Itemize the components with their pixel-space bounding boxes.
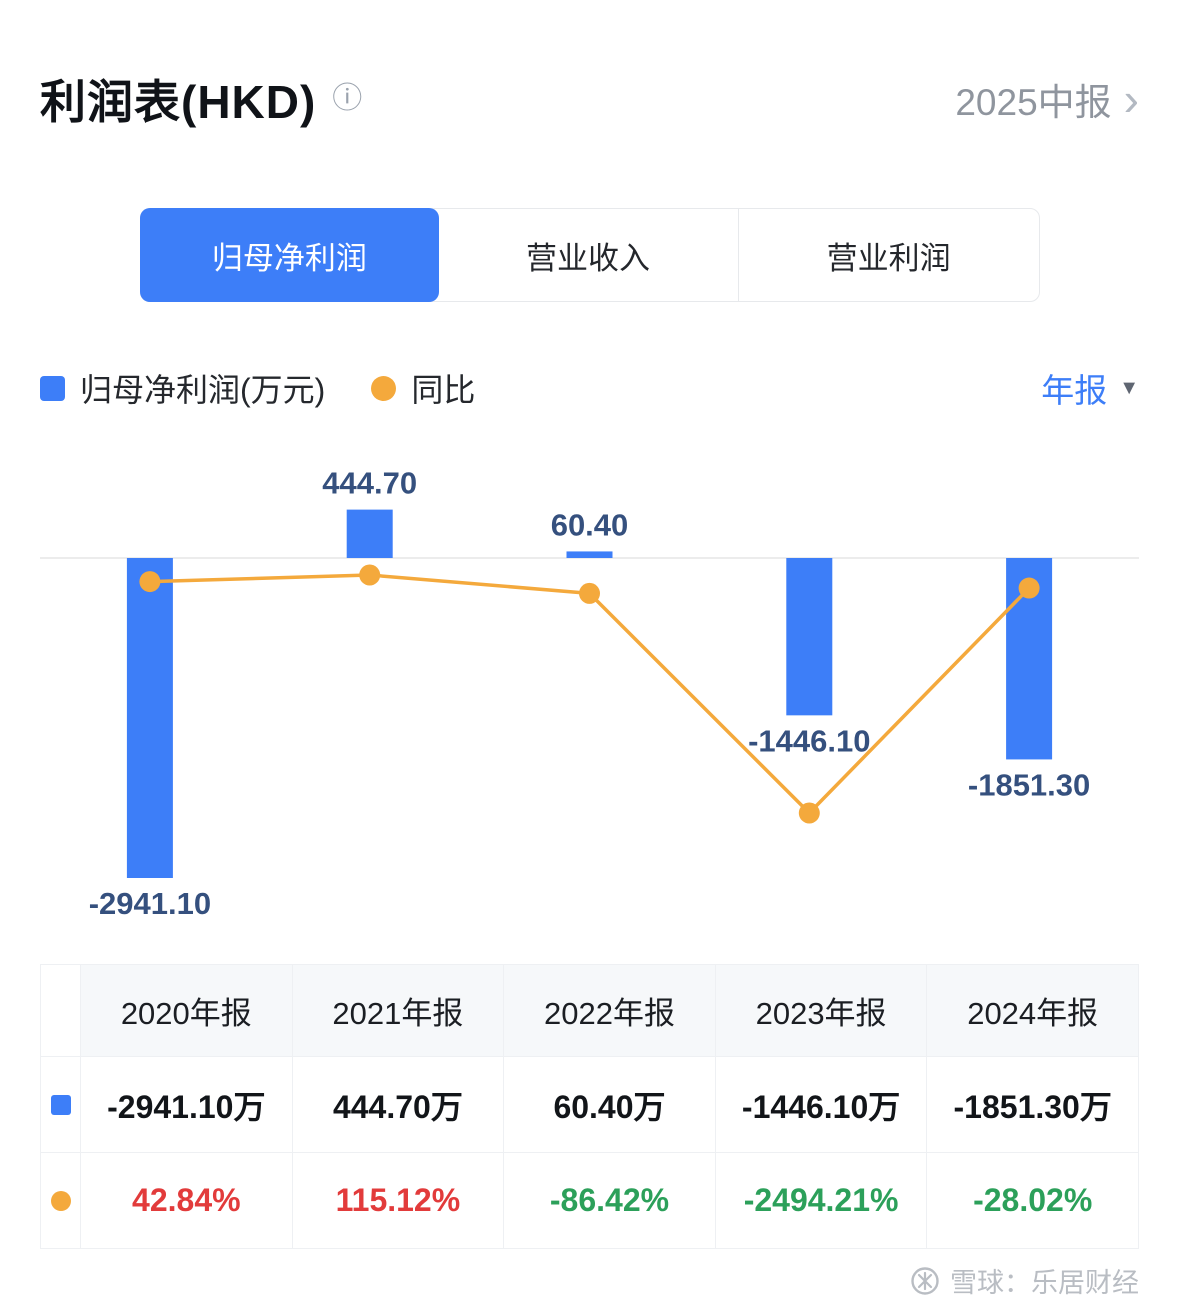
line-series-marker-icon (50, 1191, 71, 1211)
profit-chart: -2941.10 444.70 60.40 -1446.10 -1851.30 (40, 466, 1139, 921)
svg-text:60.40: 60.40 (551, 507, 629, 542)
column-header-2023: 2023年报 (714, 964, 928, 1057)
yoy-2023: -2494.21% (714, 1152, 928, 1249)
legend-row: 归母净利润(万元) 同比 年报 ▼ (40, 364, 1139, 412)
line-series-swatch-icon (371, 375, 397, 401)
net-profit-2020: -2941.10万 (80, 1056, 293, 1153)
net-profit-2022: 60.40万 (503, 1056, 716, 1153)
chevron-right-icon: › (1123, 72, 1139, 125)
column-header-2022: 2022年报 (503, 964, 716, 1057)
title-wrap: 利润表(HKD) ⓘ (40, 66, 362, 132)
yoy-2021: 115.12% (291, 1152, 505, 1249)
page-title: 利润表(HKD) (40, 76, 317, 128)
report-period-label: 2025中报 (955, 82, 1112, 123)
tab-revenue[interactable]: 营业收入 (438, 209, 739, 301)
bar-series-marker-icon (50, 1095, 71, 1115)
yoy-2022: -86.42% (503, 1152, 716, 1249)
table-row-net-profit: -2941.10万 444.70万 60.40万 -1446.10万 -1851… (40, 1056, 1139, 1153)
watermark-text: 雪球：乐居财经 (950, 1268, 1139, 1298)
svg-text:-1446.10: -1446.10 (748, 723, 870, 758)
yoy-2020: 42.84% (80, 1152, 293, 1249)
column-header-2020: 2020年报 (80, 964, 293, 1057)
line-series-marker-cell (40, 1152, 81, 1249)
chart-area: -2941.10 444.70 60.40 -1446.10 -1851.30 (40, 448, 1139, 958)
bar-series-swatch-icon (40, 375, 65, 401)
annual-report-filter-label: 年报 (1041, 372, 1108, 409)
legend-bar-label: 归母净利润(万元) (80, 372, 326, 408)
caret-down-icon: ▼ (1119, 376, 1139, 399)
table-corner-cell (40, 964, 81, 1057)
info-icon[interactable]: ⓘ (332, 82, 363, 115)
yoy-2024: -28.02% (926, 1152, 1139, 1249)
net-profit-2021: 444.70万 (291, 1056, 505, 1153)
legend-line-label: 同比 (411, 372, 476, 408)
column-header-2021: 2021年报 (291, 964, 505, 1057)
bar-series-marker-cell (40, 1056, 81, 1153)
watermark: 雪球：乐居财经 (40, 1261, 1139, 1300)
annual-data-table: 2020年报 2021年报 2022年报 2023年报 2024年报 -2941… (40, 964, 1139, 1249)
table-header-row: 2020年报 2021年报 2022年报 2023年报 2024年报 (40, 964, 1139, 1057)
net-profit-2023: -1446.10万 (714, 1056, 928, 1153)
table-row-yoy: 42.84% 115.12% -86.42% -2494.21% -28.02% (40, 1152, 1139, 1249)
net-profit-2024: -1851.30万 (926, 1056, 1139, 1153)
tab-operating-profit[interactable]: 营业利润 (826, 240, 951, 276)
svg-text:-2941.10: -2941.10 (89, 886, 211, 921)
legend-item-line: 同比 (371, 365, 475, 411)
svg-text:444.70: 444.70 (322, 466, 417, 501)
metric-tabs: 归母净利润 营业收入 营业利润 (139, 208, 1040, 302)
xueqiu-logo-icon (911, 1266, 939, 1295)
report-period-selector[interactable]: 2025中报 › (955, 72, 1139, 126)
legend-item-bar: 归母净利润(万元) (40, 365, 325, 411)
tab-net-profit[interactable]: 归母净利润 (139, 208, 440, 302)
annual-report-filter[interactable]: 年报 ▼ (1041, 364, 1139, 412)
svg-text:-1851.30: -1851.30 (968, 767, 1090, 802)
page-header: 利润表(HKD) ⓘ 2025中报 › (40, 66, 1139, 132)
column-header-2024: 2024年报 (926, 964, 1139, 1057)
